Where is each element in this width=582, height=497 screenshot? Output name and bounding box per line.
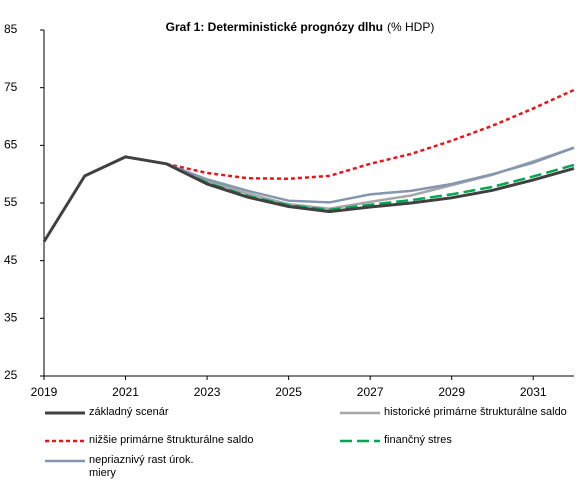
x-tick-label: 2031: [520, 385, 547, 399]
y-tick-label: 25: [4, 368, 18, 382]
y-tick-label: 75: [4, 80, 18, 94]
x-tick-label: 2019: [31, 385, 58, 399]
series-line: [165, 146, 575, 211]
y-tick-label: 65: [4, 138, 18, 152]
y-tick-label: 45: [4, 253, 18, 267]
legend-label: základný scenár: [89, 406, 169, 418]
chart-title: Graf 1: Deterministické prognózy dlhu (% …: [166, 20, 435, 34]
x-tick-label: 2029: [438, 385, 465, 399]
y-tick-label: 85: [4, 22, 18, 36]
legend-label: finančný stres: [384, 434, 452, 446]
x-tick-label: 2023: [194, 385, 221, 399]
series-line: [166, 88, 575, 181]
y-tick-label: 35: [4, 311, 18, 325]
x-tick-label: 2027: [357, 385, 384, 399]
x-tick-label: 2025: [275, 385, 302, 399]
legend-label: nepriaznivý rast úrok. miery: [89, 454, 194, 479]
subtitle: (% HDP): [387, 20, 434, 34]
title: Graf 1: Deterministické prognózy dlhu: [166, 20, 383, 34]
legend-label: historické primárne štrukturálne saldo: [384, 406, 567, 418]
legend-label: nižšie primárne štrukturálne saldo: [89, 434, 254, 446]
y-tick-label: 55: [4, 195, 18, 209]
x-tick-label: 2021: [112, 385, 139, 399]
series-line: [42, 155, 575, 243]
series-line: [165, 146, 575, 204]
